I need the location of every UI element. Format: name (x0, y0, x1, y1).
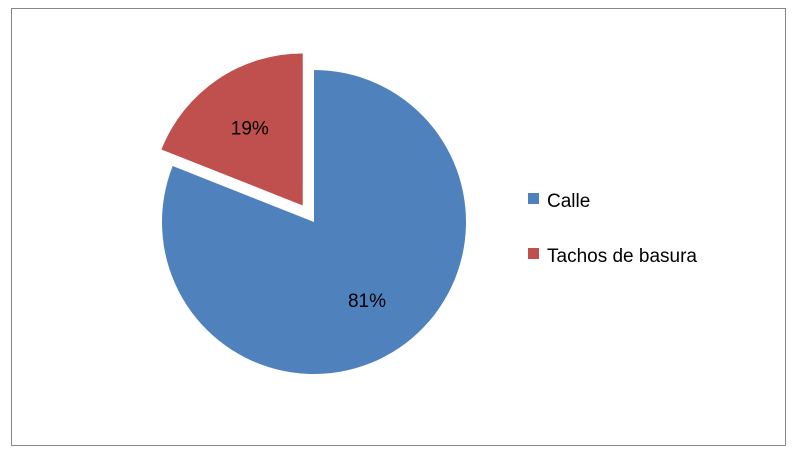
legend: Calle Tachos de basura (528, 191, 697, 267)
data-label-tachos-de-basura: 19% (231, 119, 269, 140)
pie-slice-tachos-de-basura (161, 53, 303, 206)
pie-slice-calle (161, 70, 466, 375)
pie-slices (161, 53, 466, 375)
data-label-calle: 81% (348, 291, 386, 312)
data-labels: 81% 19% (231, 119, 386, 312)
legend-swatch-tachos-de-basura (528, 248, 539, 259)
legend-swatch-calle (528, 193, 539, 204)
legend-label-calle: Calle (547, 191, 590, 212)
legend-label-tachos-de-basura: Tachos de basura (547, 246, 697, 267)
